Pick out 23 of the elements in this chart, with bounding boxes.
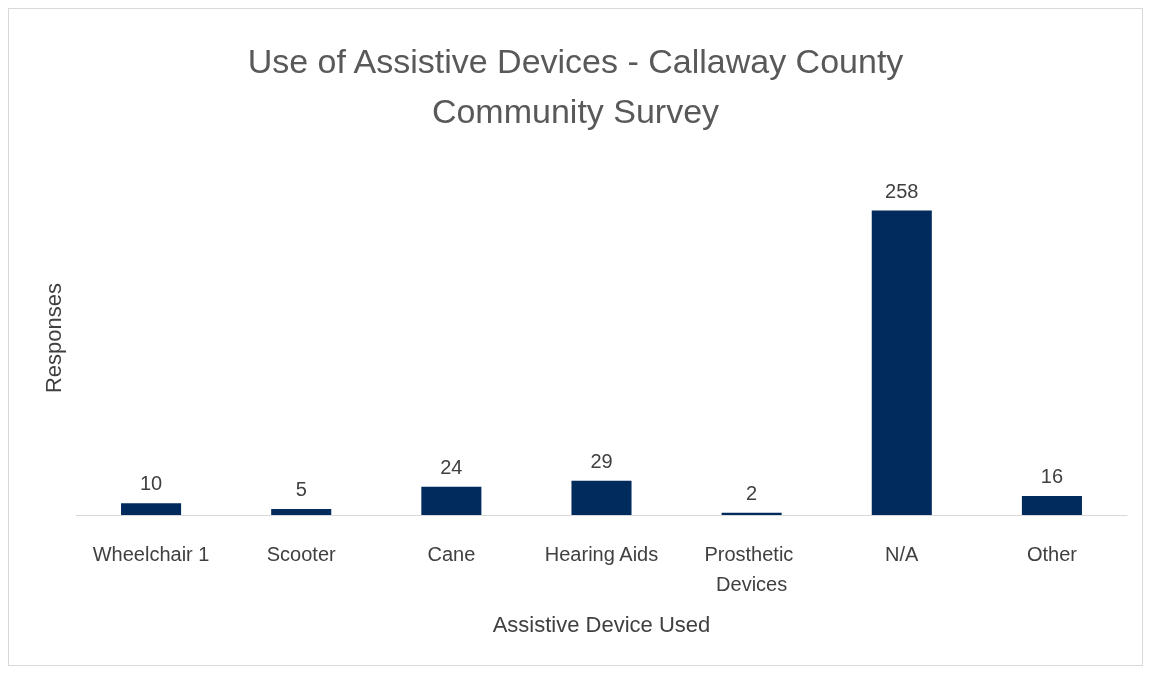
- chart-title: Use of Assistive Devices - Callaway County Community Survey: [247, 42, 904, 130]
- bar: [871, 210, 932, 515]
- data-label: 258: [885, 179, 919, 202]
- data-label: 29: [590, 449, 613, 472]
- bar: [1021, 496, 1082, 515]
- bar: [571, 480, 632, 515]
- x-tick-label: Prosthetic Devices: [704, 543, 799, 595]
- bar: [121, 503, 182, 515]
- x-tick-label: Wheelchair 1: [92, 543, 210, 565]
- x-tick-label: Other: [1026, 543, 1078, 565]
- bar: [271, 509, 332, 515]
- data-label: 16: [1040, 465, 1064, 488]
- y-axis-title: Responses: [40, 282, 66, 394]
- data-label: 10: [139, 472, 163, 495]
- x-tick-label: N/A: [885, 543, 920, 565]
- data-label: 2: [746, 481, 758, 504]
- x-tick-label: Cane: [427, 543, 476, 565]
- x-axis-title: Assistive Device Used: [492, 611, 711, 637]
- data-label: 24: [440, 455, 463, 478]
- bar: [421, 486, 482, 515]
- data-label: 5: [295, 478, 307, 501]
- x-tick-label: Scooter: [266, 543, 337, 565]
- x-tick-label: Hearing Aids: [544, 543, 659, 565]
